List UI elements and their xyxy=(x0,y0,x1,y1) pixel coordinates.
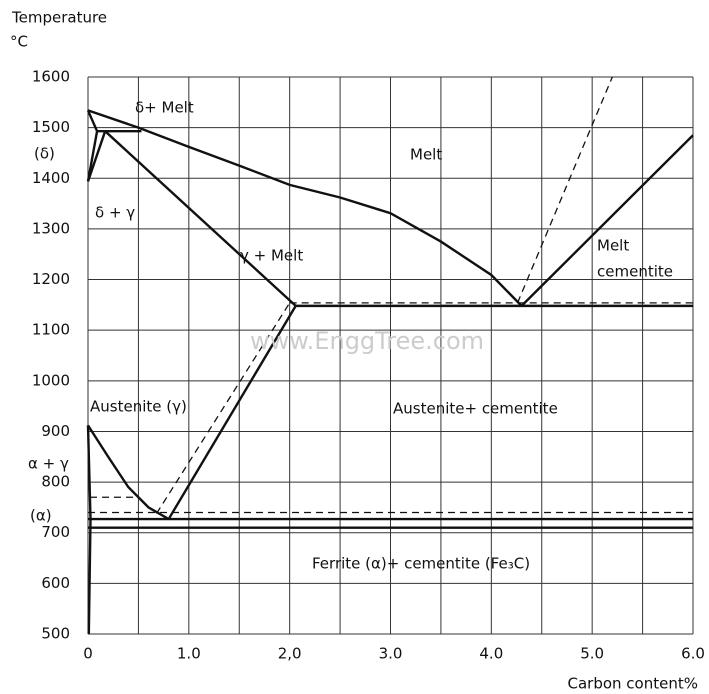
watermark: www.EnggTree.com xyxy=(250,327,484,355)
y-tick-label: 1200 xyxy=(32,270,70,288)
phase-boundary xyxy=(516,76,613,304)
x-tick-label: 5.0 xyxy=(580,645,604,663)
phase-boundary xyxy=(167,305,297,520)
phase-boundary xyxy=(87,109,523,307)
phase-boundary xyxy=(86,424,170,521)
y-tick-label: 800 xyxy=(41,473,70,491)
region-label: (δ) xyxy=(34,145,55,163)
y-tick-label: 1100 xyxy=(32,321,70,339)
region-label: Melt xyxy=(597,237,629,255)
y-tick-label: 600 xyxy=(41,574,70,592)
y-tick-label: 900 xyxy=(41,422,70,440)
phase-boundary xyxy=(86,130,107,182)
y-tick-label: 1400 xyxy=(32,169,70,187)
phase-boundary xyxy=(86,109,99,132)
x-tick-label: 6.0 xyxy=(681,645,705,663)
region-label: cementite xyxy=(597,263,673,281)
phase-boundary xyxy=(86,425,92,635)
region-label: (α) xyxy=(30,507,52,525)
y-tick-label: 1600 xyxy=(32,68,70,86)
y-tick-label: 1000 xyxy=(32,371,70,389)
region-label: δ+ Melt xyxy=(135,99,194,117)
region-label: α + γ xyxy=(28,455,69,473)
region-label: Austenite (γ) xyxy=(90,398,187,416)
region-label: Ferrite (α)+ cementite (Fe₃C) xyxy=(312,555,530,573)
x-axis-label: Carbon content% xyxy=(568,675,699,693)
phase-boundary xyxy=(156,302,291,514)
region-label: Melt xyxy=(410,146,442,164)
y-tick-label: 500 xyxy=(41,625,70,643)
region-label: Austenite+ cementite xyxy=(393,400,558,418)
y-tick-label: 1500 xyxy=(32,118,70,136)
x-tick-label: 4.0 xyxy=(479,645,503,663)
y-axis-label: Temperature xyxy=(11,9,107,27)
y-tick-label: 700 xyxy=(41,523,70,541)
region-label: δ + γ xyxy=(95,204,135,222)
phase-boundary xyxy=(104,130,297,307)
x-tick-label: 1.0 xyxy=(177,645,201,663)
x-tick-label: 3.0 xyxy=(379,645,403,663)
x-tick-label: 2,0 xyxy=(278,645,302,663)
phase-boundary xyxy=(520,134,694,307)
x-tick-label: 0 xyxy=(83,645,93,663)
y-tick-label: 1300 xyxy=(32,219,70,237)
region-label: γ + Melt xyxy=(240,247,303,265)
phase-boundary xyxy=(86,130,99,182)
y-axis-unit: °C xyxy=(10,33,28,51)
